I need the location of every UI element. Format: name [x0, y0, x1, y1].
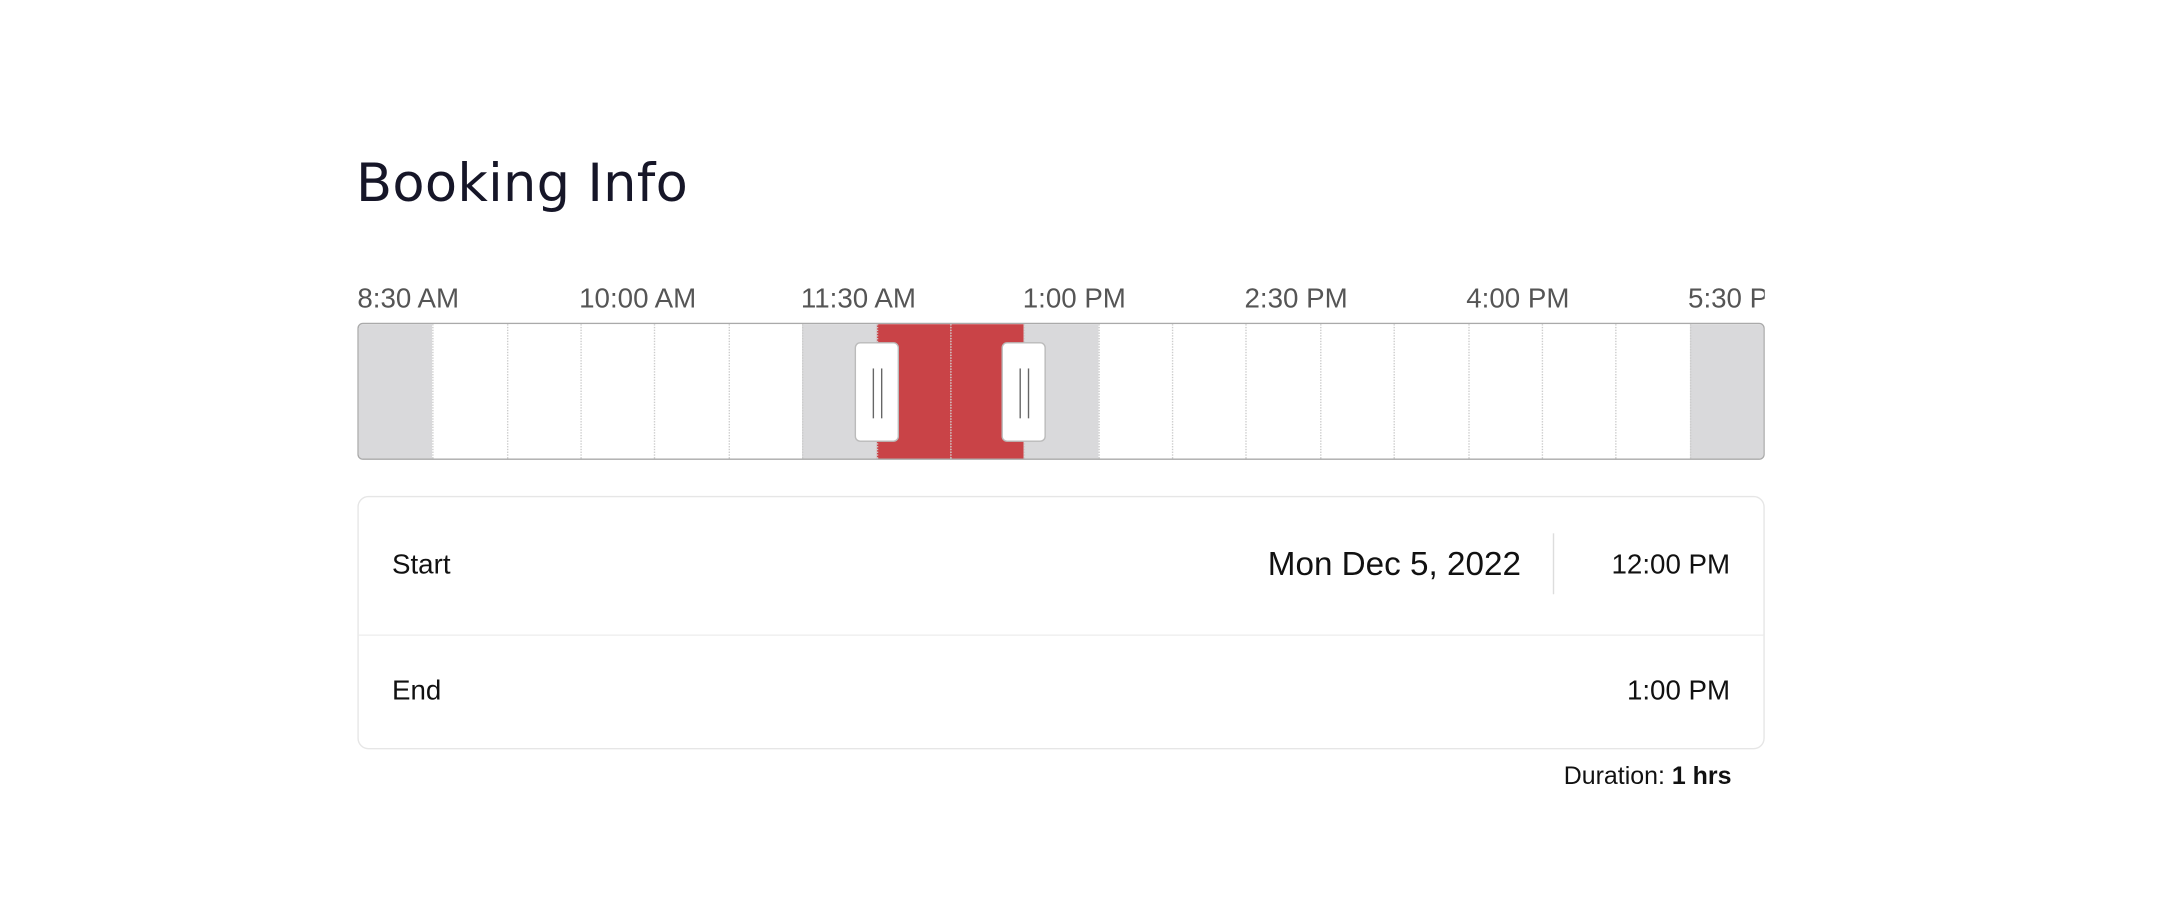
details-card: Start Mon Dec 5, 2022 12:00 PM End 1:00 … [357, 495, 1765, 750]
end-time[interactable]: 1:00 PM [1626, 675, 1731, 707]
slot [1171, 324, 1246, 459]
time-label: 4:00 PM [1466, 283, 1570, 315]
slot [506, 324, 581, 459]
slot [1467, 324, 1542, 459]
slot [1098, 324, 1172, 459]
slot [1245, 324, 1320, 459]
title: Booking Info [355, 152, 689, 214]
duration-label: Duration: [1563, 761, 1665, 790]
time-label: 2:30 PM [1244, 283, 1348, 315]
end-row: End 1:00 PM [359, 636, 1764, 748]
start-time[interactable]: 12:00 PM [1611, 549, 1731, 581]
slot [580, 324, 655, 459]
slot [654, 324, 729, 459]
time-label: 5:30 PM [1688, 283, 1765, 315]
slider-handle[interactable] [1001, 342, 1047, 442]
time-slider[interactable] [357, 322, 1765, 460]
duration: Duration: 1 hrs [1564, 762, 1732, 791]
divider [1552, 533, 1555, 595]
slot [1319, 324, 1394, 459]
slot [1689, 324, 1764, 459]
slot [1615, 324, 1690, 459]
slot [1393, 324, 1468, 459]
duration-value: 1 hrs [1671, 761, 1732, 790]
slot [358, 324, 433, 459]
end-label: End [392, 675, 442, 707]
start-label: Start [392, 549, 451, 581]
time-label: 1:00 PM [1022, 283, 1126, 315]
slot [432, 324, 507, 459]
start-date[interactable]: Mon Dec 5, 2022 [1267, 545, 1521, 584]
slot [728, 324, 803, 459]
time-label: 11:30 AM [800, 283, 916, 315]
time-labels: 8:30 AM 10:00 AM 11:30 AM 1:00 PM 2:30 PM 4:0… [357, 284, 1764, 323]
slider-handle[interactable] [854, 342, 899, 442]
time-label: 8:30 AM [357, 283, 460, 315]
start-row: Start Mon Dec 5, 2022 12:00 PM [358, 497, 1764, 636]
slot [1541, 324, 1616, 459]
time-label: 10:00 AM [579, 283, 697, 315]
